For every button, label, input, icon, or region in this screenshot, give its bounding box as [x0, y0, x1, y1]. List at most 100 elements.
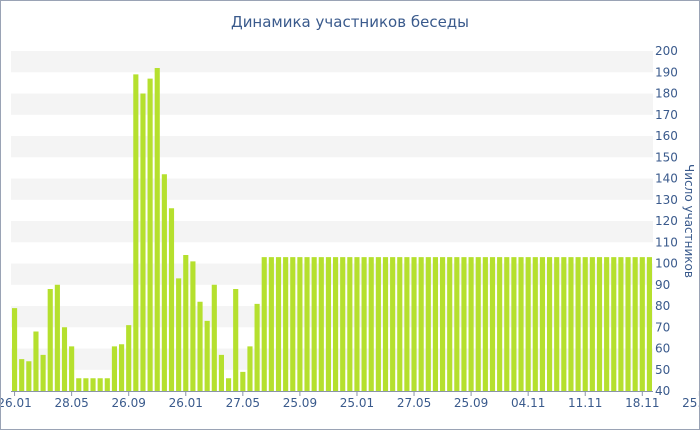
bar	[111, 346, 118, 391]
bar	[347, 257, 353, 391]
x-tick-label: 26.01	[169, 396, 203, 410]
bar	[504, 257, 510, 391]
bar	[140, 93, 146, 391]
bar	[454, 257, 460, 391]
bar	[290, 257, 296, 391]
x-tick-label: 25.09	[283, 396, 317, 410]
y-tick-label: 120	[655, 214, 678, 228]
bar	[97, 378, 103, 391]
bar	[168, 208, 175, 391]
bar	[382, 257, 389, 391]
x-tick-label: 25.09	[454, 396, 488, 410]
bar	[40, 354, 46, 391]
bar	[176, 278, 182, 391]
y-tick-label: 50	[655, 363, 670, 377]
bar	[183, 255, 189, 391]
x-tick-label: 25.11	[682, 396, 699, 410]
bar	[618, 257, 624, 391]
y-tick-label: 110	[655, 235, 678, 249]
bar	[11, 308, 18, 391]
grid-band	[11, 136, 653, 158]
bar	[190, 261, 196, 391]
bar	[19, 359, 25, 391]
bar	[225, 378, 232, 391]
bar	[568, 257, 574, 391]
bar	[632, 257, 638, 391]
y-tick-label: 130	[655, 193, 678, 207]
bar	[639, 257, 645, 391]
bar	[54, 284, 60, 391]
y-tick-label: 190	[655, 65, 678, 79]
bar	[332, 257, 339, 391]
bar	[268, 257, 274, 391]
bar	[489, 257, 496, 391]
bar	[47, 289, 53, 391]
bar	[418, 257, 424, 391]
bar	[361, 257, 367, 391]
bar	[525, 257, 531, 391]
bar	[468, 257, 474, 391]
bar	[411, 257, 417, 391]
bar	[126, 325, 132, 391]
bar	[397, 257, 403, 391]
y-axis-label: Число участников	[682, 164, 696, 278]
y-tick-label: 140	[655, 172, 678, 186]
bar	[497, 257, 503, 391]
bar	[596, 257, 603, 391]
bar	[133, 74, 139, 391]
bar	[354, 257, 360, 391]
grid-band	[11, 93, 653, 115]
bar	[318, 257, 324, 391]
bar	[247, 346, 253, 391]
bar	[604, 257, 610, 391]
bar	[447, 257, 453, 391]
bar	[432, 257, 439, 391]
bar	[197, 301, 203, 391]
bar	[439, 257, 446, 391]
bar	[204, 320, 210, 391]
bar	[532, 257, 538, 391]
bar	[325, 257, 332, 391]
bar	[154, 68, 160, 391]
y-tick-label: 100	[655, 257, 678, 271]
bar	[390, 257, 396, 391]
bar	[254, 303, 260, 391]
bar	[297, 257, 303, 391]
bar	[69, 346, 75, 391]
bar	[475, 257, 481, 391]
bar	[461, 257, 467, 391]
bar	[218, 354, 225, 391]
y-tick-label: 60	[655, 342, 670, 356]
bar	[518, 257, 524, 391]
y-tick-label: 150	[655, 150, 678, 164]
bar	[118, 344, 125, 391]
x-tick-label: 28.05	[54, 396, 88, 410]
chart-title: Динамика участников беседы	[230, 13, 470, 31]
bar	[425, 257, 431, 391]
bar	[646, 257, 653, 391]
x-tick-label: 11.11	[568, 396, 602, 410]
x-tick-label: 26.09	[112, 396, 146, 410]
grid-band	[11, 178, 653, 200]
x-tick-label: 18.11	[625, 396, 659, 410]
bar	[26, 361, 32, 391]
bar	[304, 257, 310, 391]
bar	[233, 289, 239, 391]
bar	[211, 284, 217, 391]
y-tick-label: 80	[655, 299, 670, 313]
y-tick-label: 70	[655, 320, 670, 334]
bar	[404, 257, 410, 391]
bar	[33, 331, 39, 391]
bar	[261, 257, 267, 391]
bar	[625, 257, 631, 391]
y-tick-label: 170	[655, 108, 678, 122]
bar	[482, 257, 488, 391]
bar	[240, 371, 246, 391]
x-tick-label: 26.01	[1, 396, 32, 410]
x-tick-label: 27.05	[397, 396, 431, 410]
bar	[575, 257, 581, 391]
bar	[147, 78, 153, 391]
bar	[589, 257, 595, 391]
bar	[161, 174, 167, 391]
